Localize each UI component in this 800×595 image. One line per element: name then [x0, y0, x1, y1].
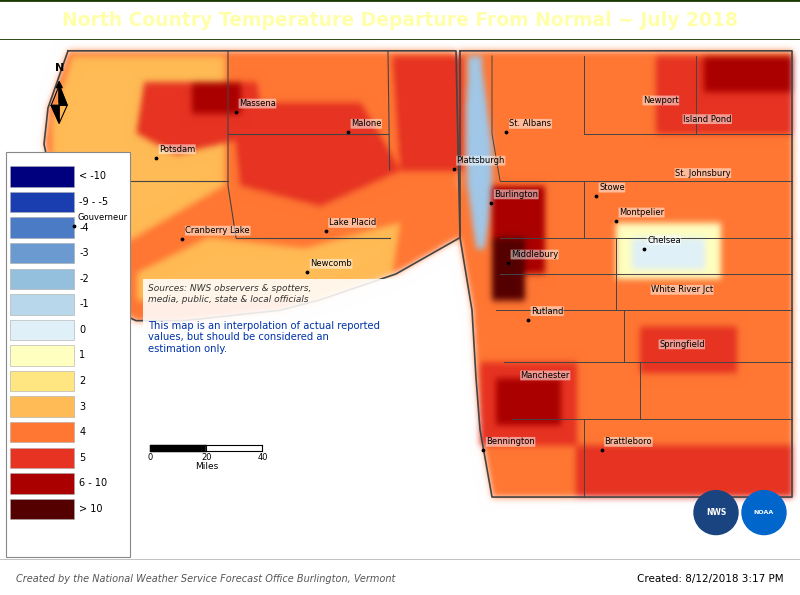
Text: This map is an interpolation of actual reported
values, but should be considered: This map is an interpolation of actual r… — [148, 321, 380, 354]
Text: Middlebury: Middlebury — [511, 250, 558, 259]
Bar — [10, 166, 74, 187]
Text: St. Johnsbury: St. Johnsbury — [675, 168, 730, 177]
Bar — [10, 217, 74, 238]
Bar — [10, 499, 74, 519]
Text: NOAA: NOAA — [754, 510, 774, 515]
Text: Gouverneur: Gouverneur — [78, 212, 127, 222]
Text: < -10: < -10 — [79, 171, 106, 181]
Text: 0: 0 — [79, 325, 86, 335]
Text: -3: -3 — [79, 248, 89, 258]
Bar — [10, 294, 74, 315]
Text: Created: 8/12/2018 3:17 PM: Created: 8/12/2018 3:17 PM — [638, 574, 784, 584]
Text: Chelsea: Chelsea — [647, 236, 681, 245]
Text: Burlington: Burlington — [494, 190, 538, 199]
Text: -9 - -5: -9 - -5 — [79, 197, 109, 207]
Text: Brattleboro: Brattleboro — [605, 437, 652, 446]
Text: -4: -4 — [79, 223, 89, 233]
Text: 0: 0 — [148, 453, 153, 462]
Text: 40: 40 — [257, 453, 268, 462]
Bar — [10, 345, 74, 366]
Text: > 10: > 10 — [79, 504, 103, 514]
Bar — [10, 192, 74, 212]
Text: Bennington: Bennington — [486, 437, 535, 446]
Text: Springfield: Springfield — [659, 340, 705, 349]
Text: 1: 1 — [79, 350, 86, 361]
Text: N: N — [54, 64, 64, 73]
Circle shape — [742, 491, 786, 534]
Bar — [10, 243, 74, 264]
Text: 6 - 10: 6 - 10 — [79, 478, 107, 488]
Text: St. Albans: St. Albans — [510, 120, 551, 129]
Polygon shape — [59, 85, 67, 105]
Text: Massena: Massena — [239, 99, 276, 108]
FancyBboxPatch shape — [6, 152, 130, 557]
Text: Island Pond: Island Pond — [683, 115, 731, 124]
Text: NWS: NWS — [706, 508, 726, 517]
Text: Miles: Miles — [194, 462, 218, 471]
Text: -2: -2 — [79, 274, 89, 284]
Text: 3: 3 — [79, 402, 86, 412]
Text: North Country Temperature Departure From Normal ~ July 2018: North Country Temperature Departure From… — [62, 11, 738, 30]
Bar — [10, 422, 74, 443]
FancyBboxPatch shape — [143, 279, 447, 466]
Text: Lake Placid: Lake Placid — [329, 218, 376, 227]
Bar — [10, 268, 74, 289]
Text: 20: 20 — [201, 453, 212, 462]
Text: Montpelier: Montpelier — [619, 208, 664, 217]
Text: Plattsburgh: Plattsburgh — [457, 156, 505, 165]
Text: Created by the National Weather Service Forecast Office Burlington, Vermont: Created by the National Weather Service … — [16, 574, 395, 584]
Text: 5: 5 — [79, 453, 86, 463]
Bar — [10, 473, 74, 494]
Bar — [10, 371, 74, 392]
Text: Newport: Newport — [643, 96, 678, 105]
Text: -1: -1 — [79, 299, 89, 309]
Text: Stowe: Stowe — [599, 183, 625, 192]
Text: Manchester: Manchester — [521, 371, 570, 380]
Bar — [10, 320, 74, 340]
Text: Rutland: Rutland — [531, 306, 563, 315]
Text: Cranberry Lake: Cranberry Lake — [186, 226, 250, 235]
Text: Newcomb: Newcomb — [310, 259, 352, 268]
Text: White River Jct: White River Jct — [651, 286, 713, 295]
Text: 4: 4 — [79, 427, 86, 437]
Text: 2: 2 — [79, 376, 86, 386]
Bar — [10, 396, 74, 417]
Text: Potsdam: Potsdam — [159, 145, 195, 154]
Bar — [10, 447, 74, 468]
Polygon shape — [51, 105, 59, 123]
Text: Malone: Malone — [351, 120, 382, 129]
Circle shape — [694, 491, 738, 534]
Text: Sources: NWS observers & spotters,
media, public, state & local officials: Sources: NWS observers & spotters, media… — [148, 284, 311, 303]
